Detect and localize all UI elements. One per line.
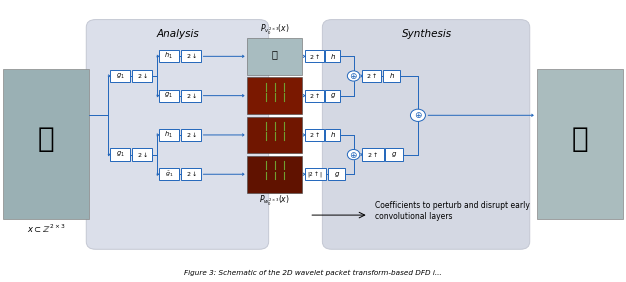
Circle shape (411, 109, 426, 122)
Text: $2\uparrow$: $2\uparrow$ (367, 150, 379, 159)
FancyBboxPatch shape (326, 129, 341, 141)
FancyBboxPatch shape (305, 129, 324, 141)
Circle shape (347, 149, 360, 160)
Text: $2\downarrow$: $2\downarrow$ (186, 92, 197, 100)
FancyBboxPatch shape (181, 168, 201, 180)
FancyBboxPatch shape (326, 89, 341, 102)
Text: $2\downarrow$: $2\downarrow$ (186, 52, 197, 60)
FancyBboxPatch shape (305, 89, 324, 102)
FancyBboxPatch shape (181, 50, 201, 62)
Bar (536, 69, 623, 219)
FancyBboxPatch shape (328, 168, 346, 180)
Bar (247, 156, 302, 193)
FancyBboxPatch shape (322, 19, 530, 249)
Text: $2\uparrow$: $2\uparrow$ (309, 52, 320, 61)
Text: $h$: $h$ (330, 52, 336, 61)
Bar (247, 38, 302, 75)
FancyBboxPatch shape (383, 70, 401, 82)
Text: Synthesis: Synthesis (402, 29, 452, 39)
Text: $g$: $g$ (334, 170, 340, 179)
Text: 🦩: 🦩 (272, 49, 278, 59)
Text: $2\uparrow$: $2\uparrow$ (309, 131, 320, 139)
Text: $P_{w_0^{2\times3}}(x)$: $P_{w_0^{2\times3}}(x)$ (259, 194, 290, 208)
Text: $g_1$: $g_1$ (165, 91, 173, 100)
FancyBboxPatch shape (386, 149, 403, 161)
FancyBboxPatch shape (305, 50, 324, 62)
FancyBboxPatch shape (362, 149, 384, 161)
Text: $g$: $g$ (391, 150, 398, 159)
Text: $\oplus$: $\oplus$ (349, 149, 358, 160)
Text: $2\downarrow$: $2\downarrow$ (137, 151, 148, 158)
FancyBboxPatch shape (159, 168, 178, 180)
FancyBboxPatch shape (181, 129, 201, 141)
Text: $2\downarrow$: $2\downarrow$ (186, 170, 197, 178)
Text: $\bar{g}_1$: $\bar{g}_1$ (165, 170, 173, 179)
Text: $x \subset \mathbb{Z}^{2\times3}$: $x \subset \mathbb{Z}^{2\times3}$ (27, 222, 66, 235)
Text: $\oplus$: $\oplus$ (349, 71, 358, 81)
Text: $2\downarrow$: $2\downarrow$ (186, 131, 197, 139)
Text: $g_1$: $g_1$ (116, 71, 125, 81)
FancyBboxPatch shape (159, 129, 178, 141)
FancyBboxPatch shape (326, 50, 341, 62)
FancyBboxPatch shape (110, 149, 130, 161)
Text: $h_1$: $h_1$ (165, 51, 173, 61)
Bar (247, 116, 302, 153)
Circle shape (347, 71, 360, 81)
Text: $|2\uparrow|$: $|2\uparrow|$ (307, 169, 324, 179)
FancyBboxPatch shape (305, 168, 326, 180)
FancyBboxPatch shape (159, 50, 178, 62)
Text: Coefficients to perturb and disrupt early
convolutional layers: Coefficients to perturb and disrupt earl… (375, 201, 530, 221)
FancyBboxPatch shape (86, 19, 269, 249)
Text: Figure 3: Schematic of the 2D wavelet packet transform-based DFD i...: Figure 3: Schematic of the 2D wavelet pa… (184, 270, 442, 276)
Text: $g$: $g$ (330, 91, 336, 100)
FancyBboxPatch shape (133, 149, 153, 161)
Text: $h$: $h$ (330, 131, 336, 139)
Text: $h$: $h$ (389, 72, 394, 80)
Bar (3, 69, 90, 219)
Text: $\oplus$: $\oplus$ (414, 110, 423, 120)
FancyBboxPatch shape (362, 70, 381, 82)
Text: Analysis: Analysis (156, 29, 199, 39)
Bar (247, 77, 302, 114)
Text: $2\downarrow$: $2\downarrow$ (137, 72, 148, 80)
FancyBboxPatch shape (159, 89, 178, 102)
Text: 🦩: 🦩 (38, 125, 54, 153)
Text: $g_1$: $g_1$ (116, 150, 125, 159)
FancyBboxPatch shape (110, 70, 130, 82)
Text: $2\uparrow$: $2\uparrow$ (366, 72, 377, 80)
Text: $h_1$: $h_1$ (165, 130, 173, 140)
Text: $2\uparrow$: $2\uparrow$ (309, 91, 320, 100)
FancyBboxPatch shape (133, 70, 153, 82)
Text: $P_{v_0^{2\times3}}(x)$: $P_{v_0^{2\times3}}(x)$ (260, 23, 290, 38)
FancyBboxPatch shape (181, 89, 201, 102)
Text: 🦩: 🦩 (572, 125, 588, 153)
